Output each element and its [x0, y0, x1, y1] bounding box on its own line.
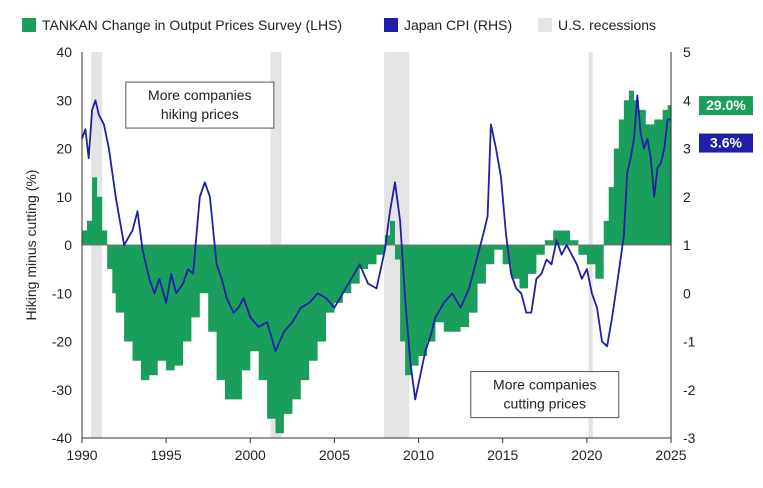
annotation-text-0-0: More companies — [148, 87, 252, 103]
x-tick-label: 2000 — [235, 447, 266, 463]
y-left-tick-label: -20 — [52, 334, 72, 350]
end-label-badge-1 — [699, 133, 753, 153]
x-tick-label: 1990 — [66, 447, 97, 463]
legend-swatch-0 — [22, 18, 36, 32]
y-left-tick-label: 20 — [56, 141, 72, 157]
annotations: More companies hiking prices More companie… — [125, 81, 620, 419]
x-tick-label: 2015 — [487, 447, 518, 463]
tankan-area — [82, 90, 672, 434]
y-right-tick-label: -2 — [683, 382, 696, 398]
legend-swatch-1 — [384, 18, 398, 32]
x-tick-label: 2010 — [403, 447, 434, 463]
y-right-tick-label: 0 — [683, 285, 691, 301]
x-tick-label: 2020 — [571, 447, 602, 463]
legend-label-0: TANKAN Change in Output Prices Survey (L… — [42, 17, 342, 33]
legend-label-2: U.S. recessions — [558, 17, 656, 33]
annotation-box-0 — [125, 81, 275, 129]
y-left-tick-label: 10 — [56, 189, 72, 205]
y-right-tick-label: 5 — [683, 44, 691, 60]
y-right-tick-label: 4 — [683, 92, 691, 108]
cpi-line-series — [81, 94, 671, 401]
end-label-text-0: 29.0% — [706, 97, 746, 113]
y-left-tick-label: -30 — [52, 382, 72, 398]
y-right-tick-label: 3 — [683, 141, 691, 157]
cpi-line — [81, 94, 671, 401]
y-left-tick-label: 30 — [56, 92, 72, 108]
legend-label-1: Japan CPI (RHS) — [404, 17, 512, 33]
x-tick-label: 1995 — [151, 447, 182, 463]
y-left-tick-label: 0 — [64, 237, 72, 253]
end-labels: 29.0% 3.6% — [699, 96, 753, 153]
end-label-text-1: 3.6% — [710, 135, 742, 151]
y-right-tick-label: -1 — [683, 334, 696, 350]
y-left-tick-label: -10 — [52, 285, 72, 301]
y-axis-label: Hiking minus cutting (%) — [23, 170, 39, 321]
legend-swatch-2 — [538, 18, 552, 32]
legend: TANKAN Change in Output Prices Survey (L… — [22, 17, 656, 33]
y-left-tick-label: -40 — [52, 430, 72, 446]
y-right-tick-label: -3 — [683, 430, 696, 446]
x-tick-label: 2025 — [655, 447, 686, 463]
annotation-box-1 — [470, 371, 620, 419]
end-label-badge-0 — [699, 96, 753, 116]
annotation-text-0-1: hiking prices — [161, 106, 239, 122]
annotation-text-1-1: cutting prices — [504, 396, 586, 412]
y-right-tick-label: 2 — [683, 189, 691, 205]
annotation-text-1-0: More companies — [493, 377, 597, 393]
y-left-tick-label: 40 — [56, 44, 72, 60]
y-right-tick-label: 1 — [683, 237, 691, 253]
tankan-area-series — [82, 90, 672, 434]
x-tick-label: 2005 — [319, 447, 350, 463]
